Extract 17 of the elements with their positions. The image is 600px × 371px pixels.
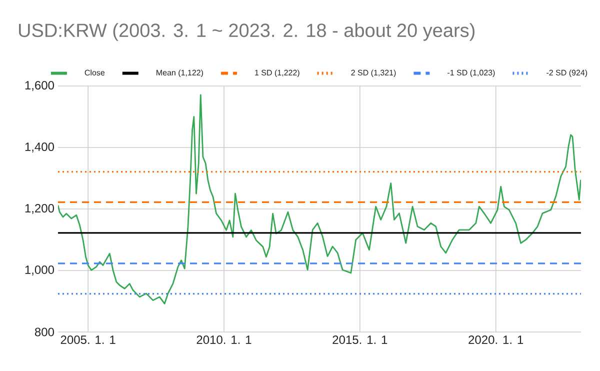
y-tick-label: 1,000 bbox=[25, 266, 54, 276]
y-tick-label: 800 bbox=[34, 328, 54, 336]
y-tick-label: 1,400 bbox=[25, 142, 54, 152]
legend-label: Mean (1,122) bbox=[156, 70, 203, 78]
legend-label: -1 SD (1,023) bbox=[448, 70, 495, 78]
legend-label: 2 SD (1,321) bbox=[351, 70, 396, 78]
x-tick-label: 2005. 1. 1 bbox=[60, 336, 116, 344]
legend-label: 1 SD (1,222) bbox=[255, 70, 300, 78]
y-tick-label: 1,200 bbox=[25, 204, 54, 214]
chart-title: USD:KRW (2003. 3. 1 ~ 2023. 2. 18 - about 20 years) bbox=[19, 23, 474, 41]
x-tick-label: 2020. 1. 1 bbox=[468, 336, 524, 344]
line-series bbox=[58, 94, 581, 304]
legend-label: Close bbox=[84, 70, 105, 76]
y-tick-label: 1,600 bbox=[25, 81, 54, 91]
x-tick-label: 2010. 1. 1 bbox=[196, 336, 252, 344]
x-tick-label: 2015. 1. 1 bbox=[332, 336, 388, 344]
legend-label: -2 SD (924) bbox=[546, 70, 588, 78]
